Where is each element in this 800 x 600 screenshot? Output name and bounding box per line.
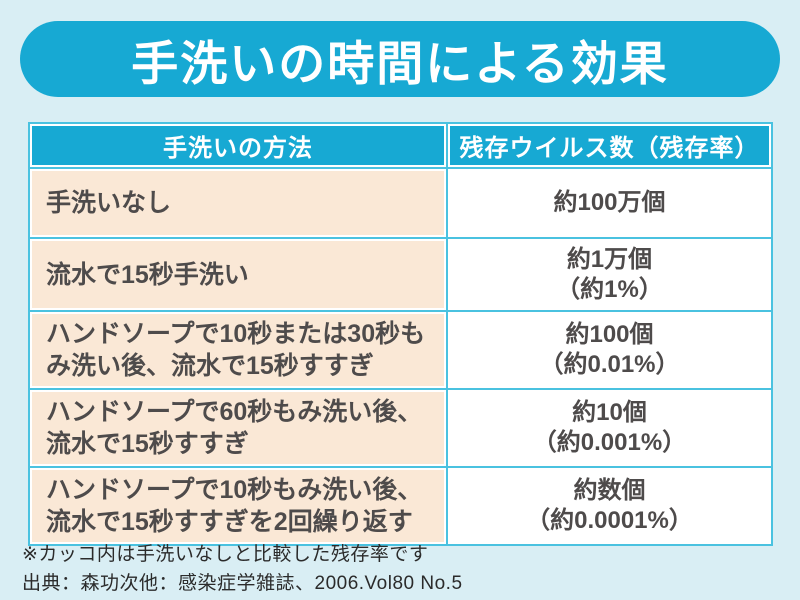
result-cell: 約数個 （約0.0001%） — [448, 468, 771, 544]
remaining-rate: （約0.0001%） — [526, 507, 693, 534]
remaining-rate: （約0.001%） — [532, 429, 687, 456]
result-cell: 約10個 （約0.001%） — [448, 390, 771, 466]
footnotes: ※カッコ内は手洗いなしと比較した残存率です 出典：森功次他：感染症学雑誌、200… — [22, 541, 463, 598]
column-header-result: 残存ウイルス数（残存率） — [448, 124, 771, 167]
virus-count: 約100万個 — [553, 189, 666, 216]
result-cell: 約100個 （約0.01%） — [448, 312, 771, 388]
virus-count: 約数個 — [573, 477, 646, 504]
method-cell: ハンドソープで60秒もみ洗い後、流水で15秒すすぎ — [30, 390, 446, 466]
table-row: 手洗いなし 約100万個 — [30, 169, 771, 237]
virus-count: 約1万個 — [566, 245, 653, 273]
remaining-rate: （約1%） — [556, 275, 663, 303]
virus-count: 約100個 — [565, 321, 654, 348]
column-header-method: 手洗いの方法 — [30, 124, 446, 167]
method-cell: 流水で15秒手洗い — [30, 239, 446, 310]
table-header-row: 手洗いの方法 残存ウイルス数（残存率） — [30, 124, 771, 167]
table-row: ハンドソープで10秒もみ洗い後、流水で15秒すすぎを2回繰り返す 約数個 （約0… — [30, 468, 771, 544]
method-cell: 手洗いなし — [30, 169, 446, 237]
method-cell: ハンドソープで10秒もみ洗い後、流水で15秒すすぎを2回繰り返す — [30, 468, 446, 544]
result-cell: 約100万個 — [448, 169, 771, 237]
table-row: ハンドソープで60秒もみ洗い後、流水で15秒すすぎ 約10個 （約0.001%） — [30, 390, 771, 466]
table-row: ハンドソープで10秒または30秒もみ洗い後、流水で15秒すすぎ 約100個 （約… — [30, 312, 771, 388]
virus-count: 約10個 — [572, 399, 647, 426]
result-cell: 約1万個 （約1%） — [448, 239, 771, 310]
page-title: 手洗いの時間による効果 — [131, 36, 669, 90]
footnote-source-citation: 出典：森功次他：感染症学雑誌、2006.Vol80 No.5 — [22, 572, 463, 594]
title-banner: 手洗いの時間による効果 — [20, 21, 780, 97]
method-cell: ハンドソープで10秒または30秒もみ洗い後、流水で15秒すすぎ — [30, 312, 446, 388]
remaining-rate: （約0.01%） — [539, 351, 680, 378]
handwashing-effect-table: 手洗いの方法 残存ウイルス数（残存率） 手洗いなし 約100万個 流水で15秒手… — [28, 122, 773, 546]
table-row: 流水で15秒手洗い 約1万個 （約1%） — [30, 239, 771, 310]
footnote-rate-explanation: ※カッコ内は手洗いなしと比較した残存率です — [22, 544, 429, 565]
